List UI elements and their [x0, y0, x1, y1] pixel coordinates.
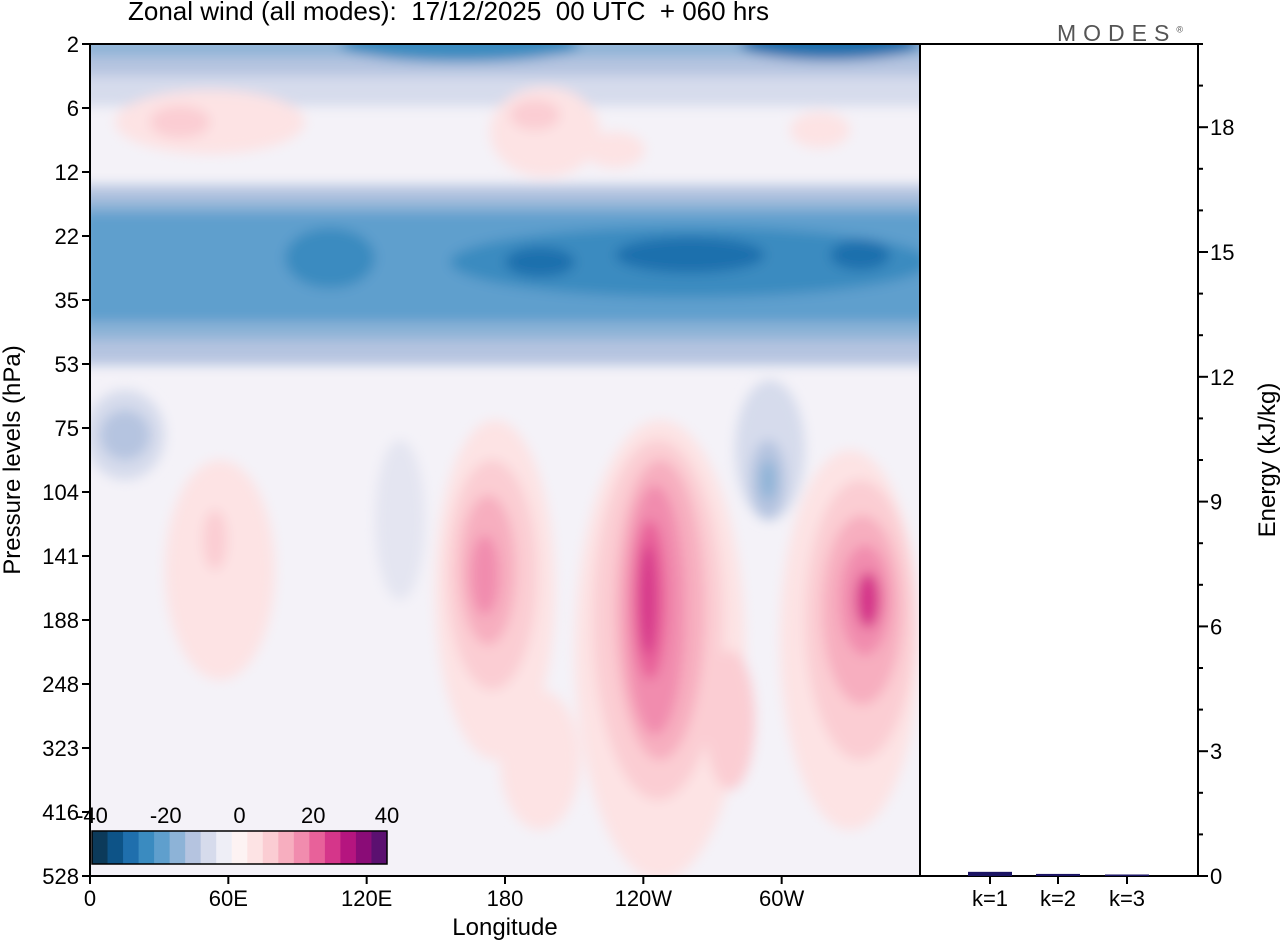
- contour-jet3-6: [640, 545, 656, 655]
- colorbar-swatch: [92, 831, 109, 864]
- colorbar-swatch: [154, 831, 171, 864]
- contour-pink-b1: [490, 87, 600, 177]
- pressure-axis: 2 6 12 22 35 53 75 104 141 188 248 323 416 528: [42, 32, 90, 889]
- y-tick-label: 104: [42, 480, 79, 505]
- x-tick-label: 180: [487, 886, 524, 911]
- modes-logo: MODES®: [1057, 20, 1183, 47]
- bar-category-label: k=3: [1109, 886, 1145, 911]
- energy-bar: [968, 871, 1012, 876]
- colorbar-swatch: [278, 831, 295, 864]
- contour-top-4: [340, 44, 580, 62]
- energy-tick-label: 9: [1210, 490, 1222, 515]
- y-tick-label: 416: [42, 800, 79, 825]
- x-tick-label: 60W: [759, 886, 804, 911]
- colorbar-tick-label: -40: [76, 803, 108, 828]
- colorbar-tick-label: 0: [233, 803, 245, 828]
- energy-axis-label: Energy (kJ/kg): [1254, 383, 1280, 538]
- colorbar-swatch: [340, 831, 357, 864]
- bar-category-label: k=2: [1040, 886, 1076, 911]
- energy-axis: 0 3 6 9 12 15 18: [1198, 43, 1234, 889]
- colorbar-swatch: [138, 831, 155, 864]
- contour-mid-6: [375, 440, 425, 600]
- contour-band-4: [285, 228, 375, 288]
- y-tick-label: 35: [55, 288, 79, 313]
- colorbar-tick-label: 20: [301, 803, 325, 828]
- y-tick-label: 6: [67, 96, 79, 121]
- colorbar-swatch: [324, 831, 341, 864]
- energy-tick-label: 0: [1210, 864, 1222, 889]
- colorbar-tick-label: -20: [150, 803, 182, 828]
- y-tick-label: 528: [42, 864, 79, 889]
- logo-text: MODES: [1057, 20, 1177, 46]
- y-tick-label: 12: [55, 160, 79, 185]
- colorbar-swatch: [107, 831, 124, 864]
- y-tick-label: 323: [42, 736, 79, 761]
- x-tick-label: 120W: [615, 886, 673, 911]
- colorbar: -40 -20 0 20 40: [76, 803, 399, 865]
- y-tick-label: 248: [42, 672, 79, 697]
- colorbar-swatch: [247, 831, 264, 864]
- contour-pink-d1: [790, 112, 850, 148]
- x-tick-label: 60E: [209, 886, 248, 911]
- colorbar-swatch: [216, 831, 233, 864]
- energy-tick-label: 18: [1210, 115, 1234, 140]
- y-tick-label: 22: [55, 224, 79, 249]
- colorbar-swatch: [293, 831, 310, 864]
- colorbar-swatch: [231, 831, 248, 864]
- field-contours: [90, 44, 920, 876]
- energy-bar: [1036, 873, 1080, 876]
- energy-tick-label: 3: [1210, 739, 1222, 764]
- colorbar-swatch: [355, 831, 372, 864]
- registered-mark: ®: [1176, 24, 1183, 35]
- x-tick-label: 120E: [341, 886, 392, 911]
- contour-band-7: [615, 237, 765, 273]
- energy-frame: [919, 43, 1199, 877]
- y-tick-label: 188: [42, 608, 79, 633]
- colorbar-tick-label: 40: [375, 803, 399, 828]
- contour-mid-5: [760, 460, 776, 500]
- energy-bars: k=1 k=2 k=3: [968, 871, 1149, 911]
- contour-low-1: [500, 690, 580, 830]
- y-tick-label: 53: [55, 352, 79, 377]
- longitude-axis: 0 60E 120E 180 120W 60W: [84, 876, 805, 911]
- contour-mid-2: [100, 410, 150, 460]
- contour-jet1-1: [165, 460, 275, 680]
- energy-tick-label: 15: [1210, 240, 1234, 265]
- energy-bar: [1105, 874, 1149, 876]
- bar-category-label: k=1: [972, 886, 1008, 911]
- contour-pink-b2: [510, 100, 560, 130]
- contour-jet1-2: [203, 510, 227, 570]
- x-tick-label: 0: [84, 886, 96, 911]
- y-tick-label: 141: [42, 544, 79, 569]
- colorbar-frame: [91, 830, 388, 865]
- contour-jet4-5: [856, 572, 880, 628]
- colorbar-swatch: [185, 831, 202, 864]
- wind-field: [90, 44, 920, 876]
- y-axis-label: Pressure levels (hPa): [0, 345, 26, 574]
- contour-pink-a2: [150, 106, 210, 138]
- colorbar-swatch: [262, 831, 279, 864]
- colorbar-swatch: [371, 831, 388, 864]
- contour-band-8: [830, 240, 890, 270]
- energy-tick-label: 6: [1210, 614, 1222, 639]
- colorbar-swatch: [200, 831, 217, 864]
- y-tick-label: 75: [55, 416, 79, 441]
- colorbar-swatch: [309, 831, 326, 864]
- contour-top-5: [740, 44, 920, 60]
- contour-low-2: [705, 650, 755, 790]
- x-axis-label: Longitude: [452, 914, 557, 941]
- y-tick-label: 2: [67, 32, 79, 57]
- contour-jet2-4: [471, 535, 499, 615]
- colorbar-swatch: [123, 831, 140, 864]
- colorbar-swatch: [169, 831, 186, 864]
- energy-tick-label: 12: [1210, 365, 1234, 390]
- chart-title: Zonal wind (all modes): 17/12/2025 00 UT…: [128, 0, 769, 26]
- contour-band-6: [505, 247, 575, 277]
- contour-pink-c1: [585, 132, 645, 168]
